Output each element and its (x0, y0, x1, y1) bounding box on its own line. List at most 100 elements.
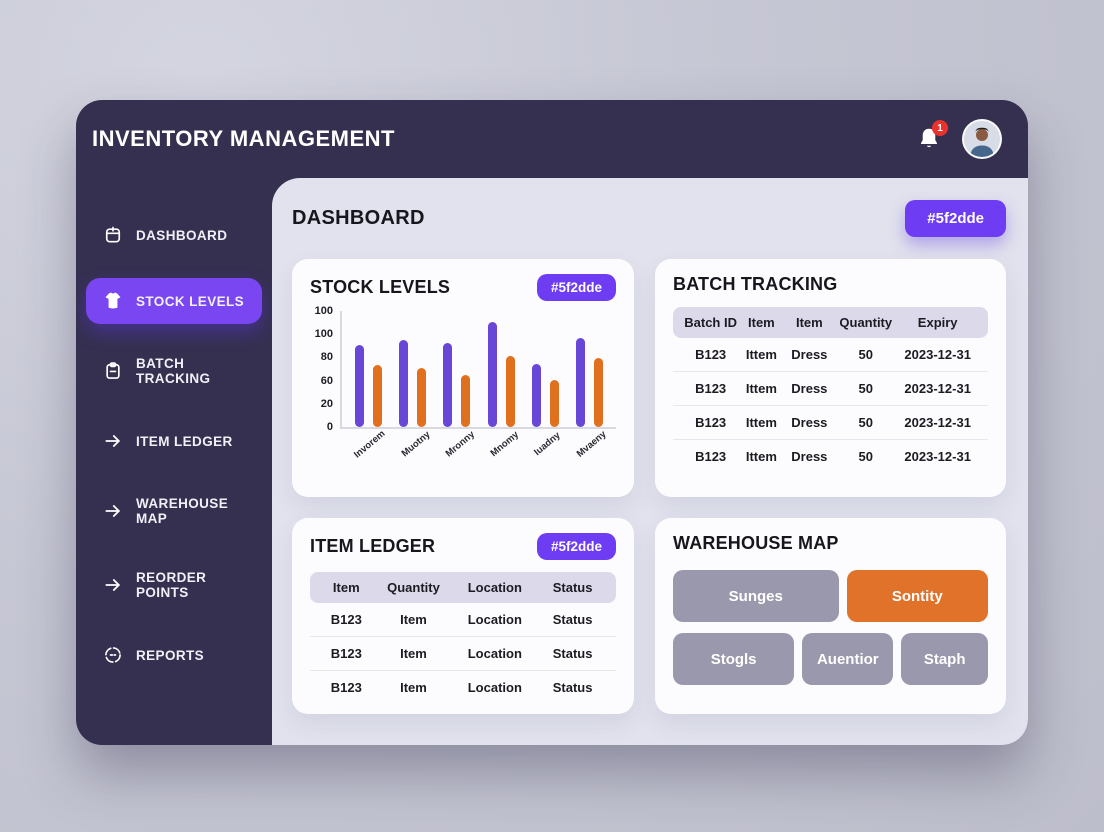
header-actions: 1 (916, 119, 1002, 159)
cell: B123 (330, 612, 362, 627)
cell: Dress (791, 347, 828, 362)
sidebar-item-stock-levels[interactable]: STOCK LEVELS (86, 278, 262, 324)
cell: 50 (858, 381, 873, 396)
zone-button-sunges[interactable]: Sunges (673, 570, 839, 622)
sidebar-item-reports[interactable]: REPORTS (86, 632, 262, 678)
cell: Item (400, 612, 427, 627)
batch-tracking-card: BATCH TRACKING Batch ID Item Item Quanti… (655, 259, 1006, 497)
page-title: DASHBOARD (292, 207, 425, 229)
secondary-bar (416, 368, 426, 427)
y-tick-label: 100 (314, 328, 333, 341)
cell: Ittem (745, 449, 777, 464)
shirt-icon (102, 290, 124, 312)
secondary-bar (372, 365, 382, 427)
stock-levels-title: STOCK LEVELS (310, 277, 451, 297)
cell: Status (552, 680, 593, 695)
cell: Item (400, 646, 427, 661)
y-tick-label: 20 (320, 397, 333, 410)
item-ledger-color-badge[interactable]: #5f2dde (536, 533, 616, 560)
bar-group (487, 311, 515, 427)
sidebar-nav: DASHBOARD STOCK LEVELS BATCH TRACKING (76, 178, 272, 745)
cell: B123 (330, 680, 362, 695)
col-header: Item (795, 315, 823, 330)
cell: Ittem (745, 381, 777, 396)
arrow-right-icon (102, 574, 124, 596)
x-tick-label: Mronny (444, 428, 478, 460)
x-tick-label: Mvaeny (574, 428, 609, 460)
arrow-right-icon (102, 430, 124, 452)
item-ledger-table: Item Quantity Location Status B123 Item … (310, 572, 616, 704)
secondary-bar (594, 358, 604, 427)
x-tick-label: Invorem (352, 428, 388, 461)
notification-bell-icon[interactable]: 1 (916, 120, 948, 152)
sidebar-item-item-ledger[interactable]: ITEM LEDGER (86, 418, 262, 464)
col-header: Quantity (839, 315, 893, 330)
cell: Status (552, 612, 593, 627)
table-row: B123 Ittem Dress 50 2023-12-31 (673, 406, 988, 440)
batch-tracking-title: BATCH TRACKING (673, 274, 838, 294)
chart-x-labels: Invorem Muotny Mronny Mnomy Iuadny Mvaeny (340, 428, 616, 471)
sidebar-item-dashboard[interactable]: DASHBOARD (86, 212, 262, 258)
item-ledger-card: ITEM LEDGER #5f2dde Item Quantity Locati… (292, 518, 634, 714)
app-header: INVENTORY MANAGEMENT 1 (76, 100, 1028, 178)
cell: Ittem (745, 347, 777, 362)
cell: 2023-12-31 (904, 415, 971, 430)
batch-tracking-table: Batch ID Item Item Quantity Expiry B123 … (673, 307, 988, 473)
cell: Ittem (745, 415, 777, 430)
zone-button-staph[interactable]: Staph (901, 633, 988, 685)
bar-group (443, 311, 471, 427)
cell: Location (467, 680, 522, 695)
cell: 2023-12-31 (904, 347, 971, 362)
secondary-bar (549, 380, 559, 427)
x-tick-label: Muotny (399, 429, 433, 460)
table-header: Item Quantity Location Status (310, 572, 616, 603)
cell: B123 (330, 646, 362, 661)
user-avatar[interactable] (962, 119, 1002, 159)
primary-bar (531, 364, 541, 427)
y-tick-label: 60 (320, 374, 333, 387)
arrow-right-icon (102, 500, 124, 522)
app-title: INVENTORY MANAGEMENT (92, 126, 395, 151)
cell: 2023-12-31 (904, 381, 971, 396)
sidebar-item-warehouse-map[interactable]: WAREHOUSE MAP (86, 484, 262, 538)
main-content: DASHBOARD #5f2dde STOCK LEVELS #5f2dde 1… (272, 178, 1028, 745)
warehouse-zones: Sunges Sontity Stogls Auentior Staph (673, 570, 988, 685)
content-header: DASHBOARD #5f2dde (292, 200, 1006, 237)
table-row: B123 Ittem Dress 50 2023-12-31 (673, 440, 988, 473)
stock-levels-card: STOCK LEVELS #5f2dde 100 100 80 60 20 0 Invor… (292, 259, 634, 497)
zone-button-sontity[interactable]: Sontity (846, 570, 988, 622)
cell: Dress (791, 449, 828, 464)
zone-button-stogls[interactable]: Stogls (673, 633, 795, 685)
cell: Dress (791, 415, 828, 430)
col-header: Quantity (387, 580, 440, 595)
cell: 50 (858, 415, 873, 430)
col-header: Expiry (917, 315, 958, 330)
bar-group (531, 311, 559, 427)
primary-bar (398, 340, 408, 427)
col-header: Location (467, 580, 522, 595)
y-tick-label: 100 (314, 305, 333, 317)
sidebar-item-label: STOCK LEVELS (136, 293, 245, 309)
cell: B123 (695, 449, 727, 464)
reports-circle-icon (102, 644, 124, 666)
col-header: Status (552, 580, 593, 595)
stock-levels-color-badge[interactable]: #5f2dde (536, 274, 616, 301)
item-ledger-title: ITEM LEDGER (310, 536, 436, 556)
cell: Location (467, 612, 522, 627)
stock-levels-bar-chart: 100 100 80 60 20 0 Invorem Muotny Mronny Mnomy Iu… (310, 305, 616, 471)
sidebar-item-reorder-points[interactable]: REORDER POINTS (86, 558, 262, 612)
y-tick-label: 0 (326, 420, 333, 433)
accent-color-button[interactable]: #5f2dde (905, 200, 1006, 237)
clipboard-icon (102, 360, 124, 382)
zone-button-auentior[interactable]: Auentior (802, 633, 894, 685)
table-row: B123 Item Location Status (310, 603, 616, 637)
sidebar-item-label: REORDER POINTS (136, 570, 207, 600)
sidebar-item-batch-tracking[interactable]: BATCH TRACKING (86, 344, 262, 398)
col-header: Item (332, 580, 360, 595)
sidebar-item-label: REPORTS (136, 647, 205, 663)
cell: 2023-12-31 (904, 449, 971, 464)
sidebar-item-label: BATCH TRACKING (136, 356, 211, 386)
col-header: Batch ID (684, 315, 737, 330)
secondary-bar (461, 375, 471, 427)
cell: Dress (791, 381, 828, 396)
